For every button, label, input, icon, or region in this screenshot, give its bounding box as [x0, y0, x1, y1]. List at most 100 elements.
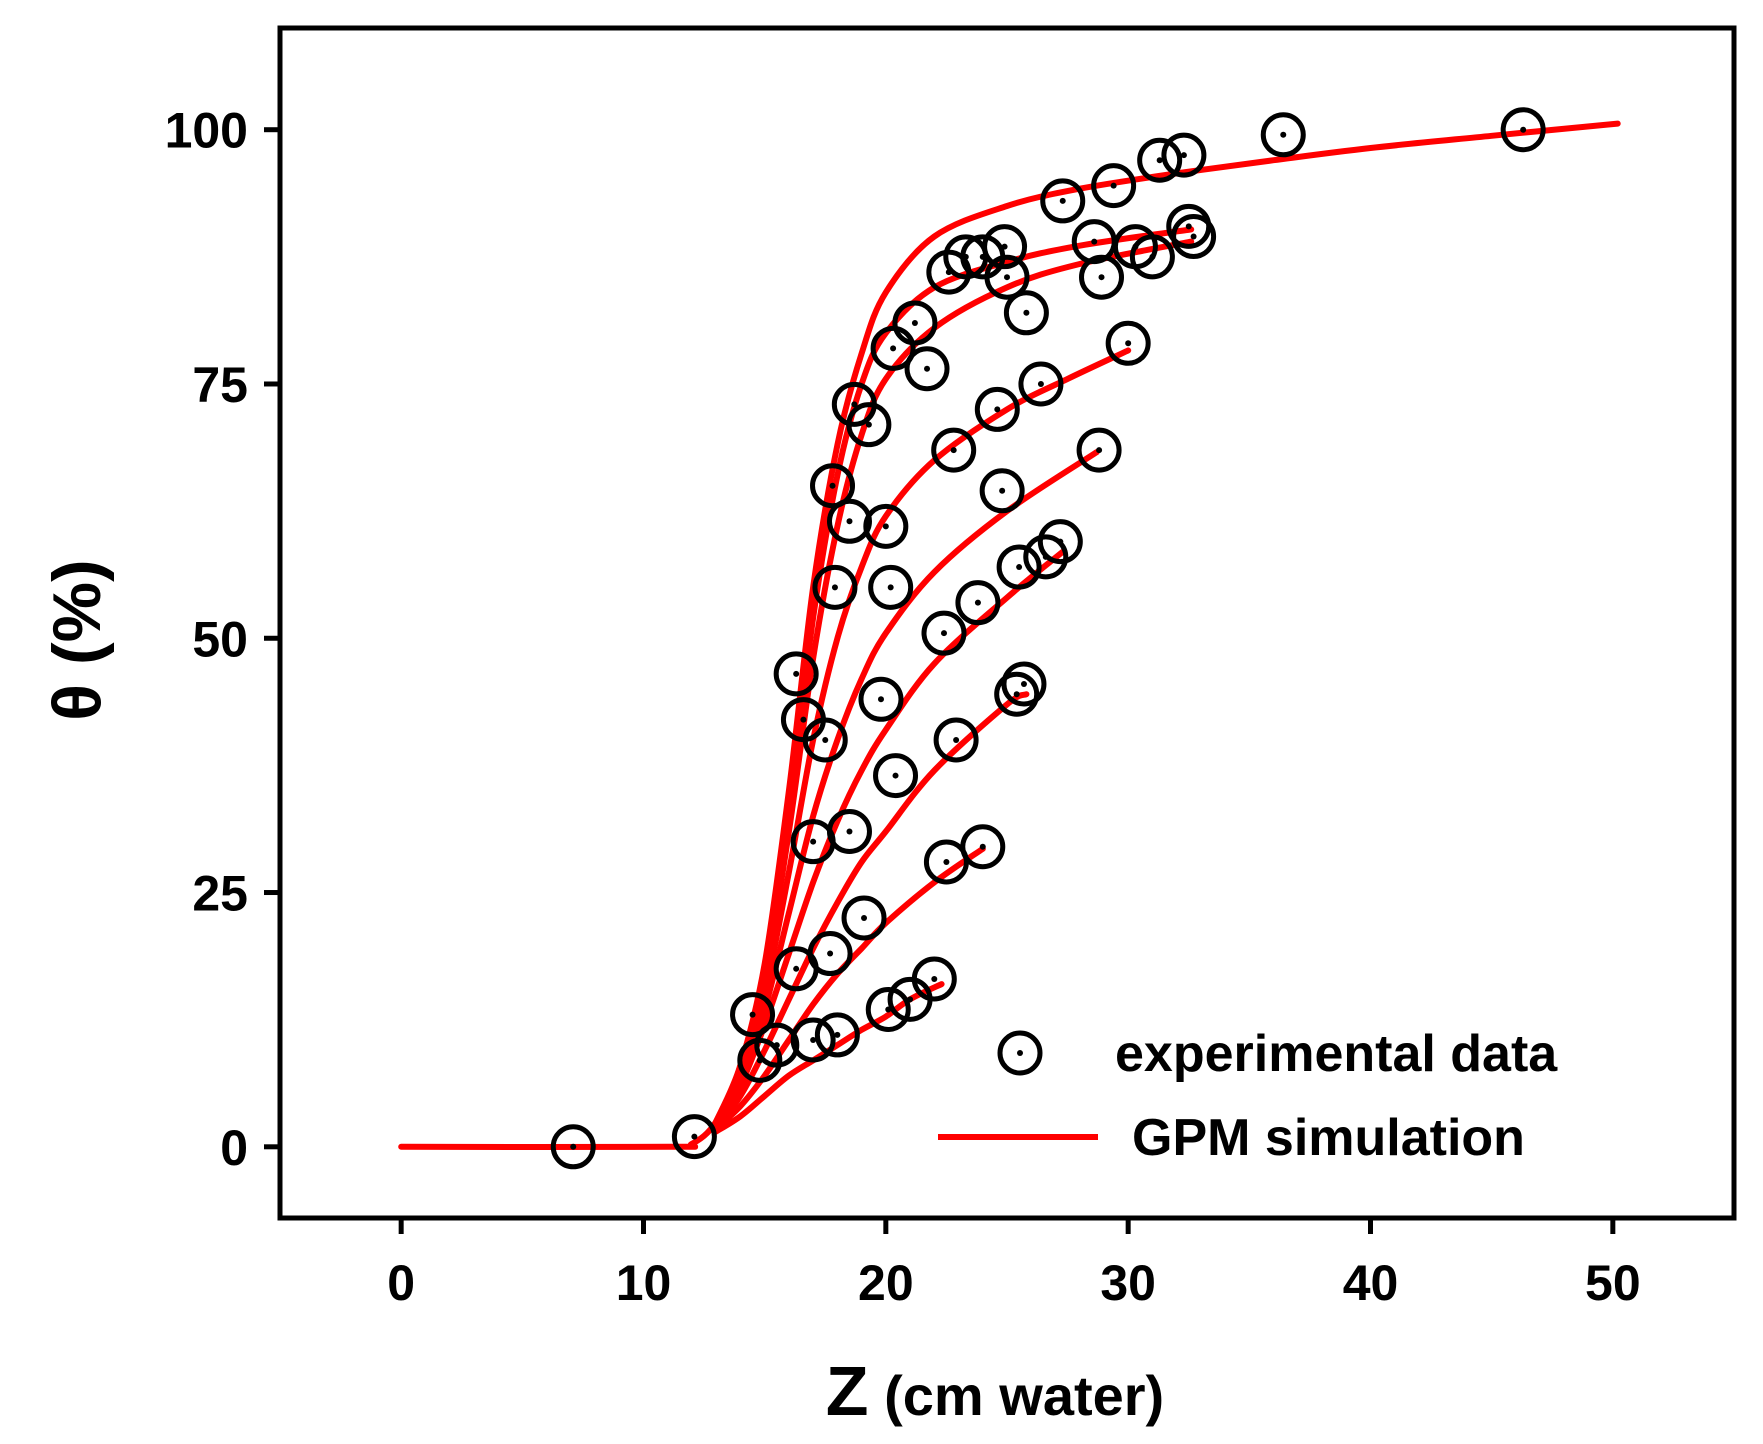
data-point-dot: [846, 518, 853, 525]
data-point-dot: [827, 950, 834, 957]
data-point: [1001, 661, 1047, 707]
y-tick-label: 50: [192, 611, 248, 667]
simulation-curve-4: [713, 347, 1132, 1125]
data-point: [802, 717, 848, 763]
data-point-dot: [1091, 238, 1098, 245]
data-point-ring: [994, 671, 1040, 717]
data-point: [730, 992, 776, 1038]
data-point: [1137, 137, 1183, 183]
data-point-ring: [911, 956, 957, 1002]
data-point: [754, 1022, 800, 1068]
data-point: [979, 468, 1025, 514]
data-point-ring: [671, 1114, 717, 1160]
data-point-dot: [877, 696, 884, 703]
data-point-dot: [1280, 131, 1287, 138]
x-tick-label: 30: [1100, 1255, 1156, 1311]
data-point-dot: [865, 421, 872, 428]
data-point-ring: [984, 254, 1030, 300]
data-point: [868, 564, 914, 610]
data-point-ring: [841, 895, 887, 941]
data-point-dot: [861, 914, 868, 921]
data-point-dot: [773, 1042, 780, 1049]
data-point-dot: [999, 487, 1006, 494]
data-point-ring: [810, 463, 856, 509]
data-point-dot: [810, 838, 817, 845]
data-point-dot: [940, 630, 947, 637]
data-point-ring: [826, 498, 872, 544]
data-point: [807, 931, 853, 977]
data-point-ring: [826, 809, 872, 855]
data-point-ring: [1137, 137, 1183, 183]
data-point-ring: [1040, 178, 1086, 224]
x-axis-title-symbol: Z: [826, 1352, 869, 1430]
data-point: [773, 651, 819, 697]
data-point-dot: [953, 736, 960, 743]
data-point-ring: [904, 346, 950, 392]
data-point: [931, 427, 977, 473]
data-point: [858, 676, 904, 722]
data-point-ring: [790, 1017, 836, 1063]
data-point: [873, 753, 919, 799]
data-point-ring: [1003, 290, 1049, 336]
data-point: [863, 503, 909, 549]
data-point: [1500, 107, 1546, 153]
data-point: [1260, 112, 1306, 158]
data-point-ring: [1018, 361, 1064, 407]
data-point: [1040, 178, 1086, 224]
data-point-ring: [1076, 427, 1122, 473]
data-point: [904, 346, 950, 392]
data-point-ring: [846, 402, 892, 448]
data-point: [826, 498, 872, 544]
data-point-ring: [960, 824, 1006, 870]
data-point: [921, 610, 967, 656]
y-tick-label: 100: [165, 103, 248, 159]
data-point-ring: [979, 468, 1025, 514]
data-point-dot: [800, 716, 807, 723]
data-point-dot: [846, 828, 853, 835]
data-point-ring: [1260, 112, 1306, 158]
data-point: [1079, 254, 1125, 300]
data-point-dot: [1057, 538, 1064, 545]
data-point: [790, 1017, 836, 1063]
data-point: [996, 544, 1042, 590]
data-point-ring: [812, 564, 858, 610]
data-point: [1076, 427, 1122, 473]
data-point: [994, 671, 1040, 717]
data-point: [550, 1124, 596, 1170]
data-point-dot: [691, 1133, 698, 1140]
data-point-dot: [943, 859, 950, 866]
data-point: [671, 1114, 717, 1160]
data-point-dot: [831, 584, 838, 591]
data-point-dot: [979, 843, 986, 850]
data-point-ring: [1105, 320, 1151, 366]
y-tick-label: 0: [220, 1120, 248, 1176]
data-point-ring: [863, 503, 909, 549]
data-point: [1091, 163, 1137, 209]
y-axis-ticks: 0 25 50 75 100: [165, 103, 280, 1176]
data-point-dot: [1020, 681, 1027, 688]
data-point-ring: [982, 224, 1028, 270]
data-point-dot: [822, 736, 829, 743]
data-point: [1018, 361, 1064, 407]
data-point: [974, 386, 1020, 432]
data-point-dot: [749, 1011, 756, 1018]
data-point-dot: [1059, 197, 1066, 204]
data-point-ring: [1023, 534, 1069, 580]
data-point-dot: [1013, 691, 1020, 698]
y-tick-label: 25: [192, 866, 248, 922]
data-point: [982, 224, 1028, 270]
data-point-dot: [1156, 157, 1163, 164]
data-point: [841, 895, 887, 941]
data-point: [826, 809, 872, 855]
data-point-ring: [550, 1124, 596, 1170]
data-point-dot: [892, 772, 899, 779]
data-point-dot: [950, 447, 957, 454]
data-point-dot: [834, 1031, 841, 1038]
data-point: [1003, 290, 1049, 336]
data-point-ring: [1161, 132, 1207, 178]
x-tick-label: 50: [1585, 1255, 1641, 1311]
legend-marker-dot: [1017, 1050, 1023, 1056]
data-point-ring: [996, 544, 1042, 590]
